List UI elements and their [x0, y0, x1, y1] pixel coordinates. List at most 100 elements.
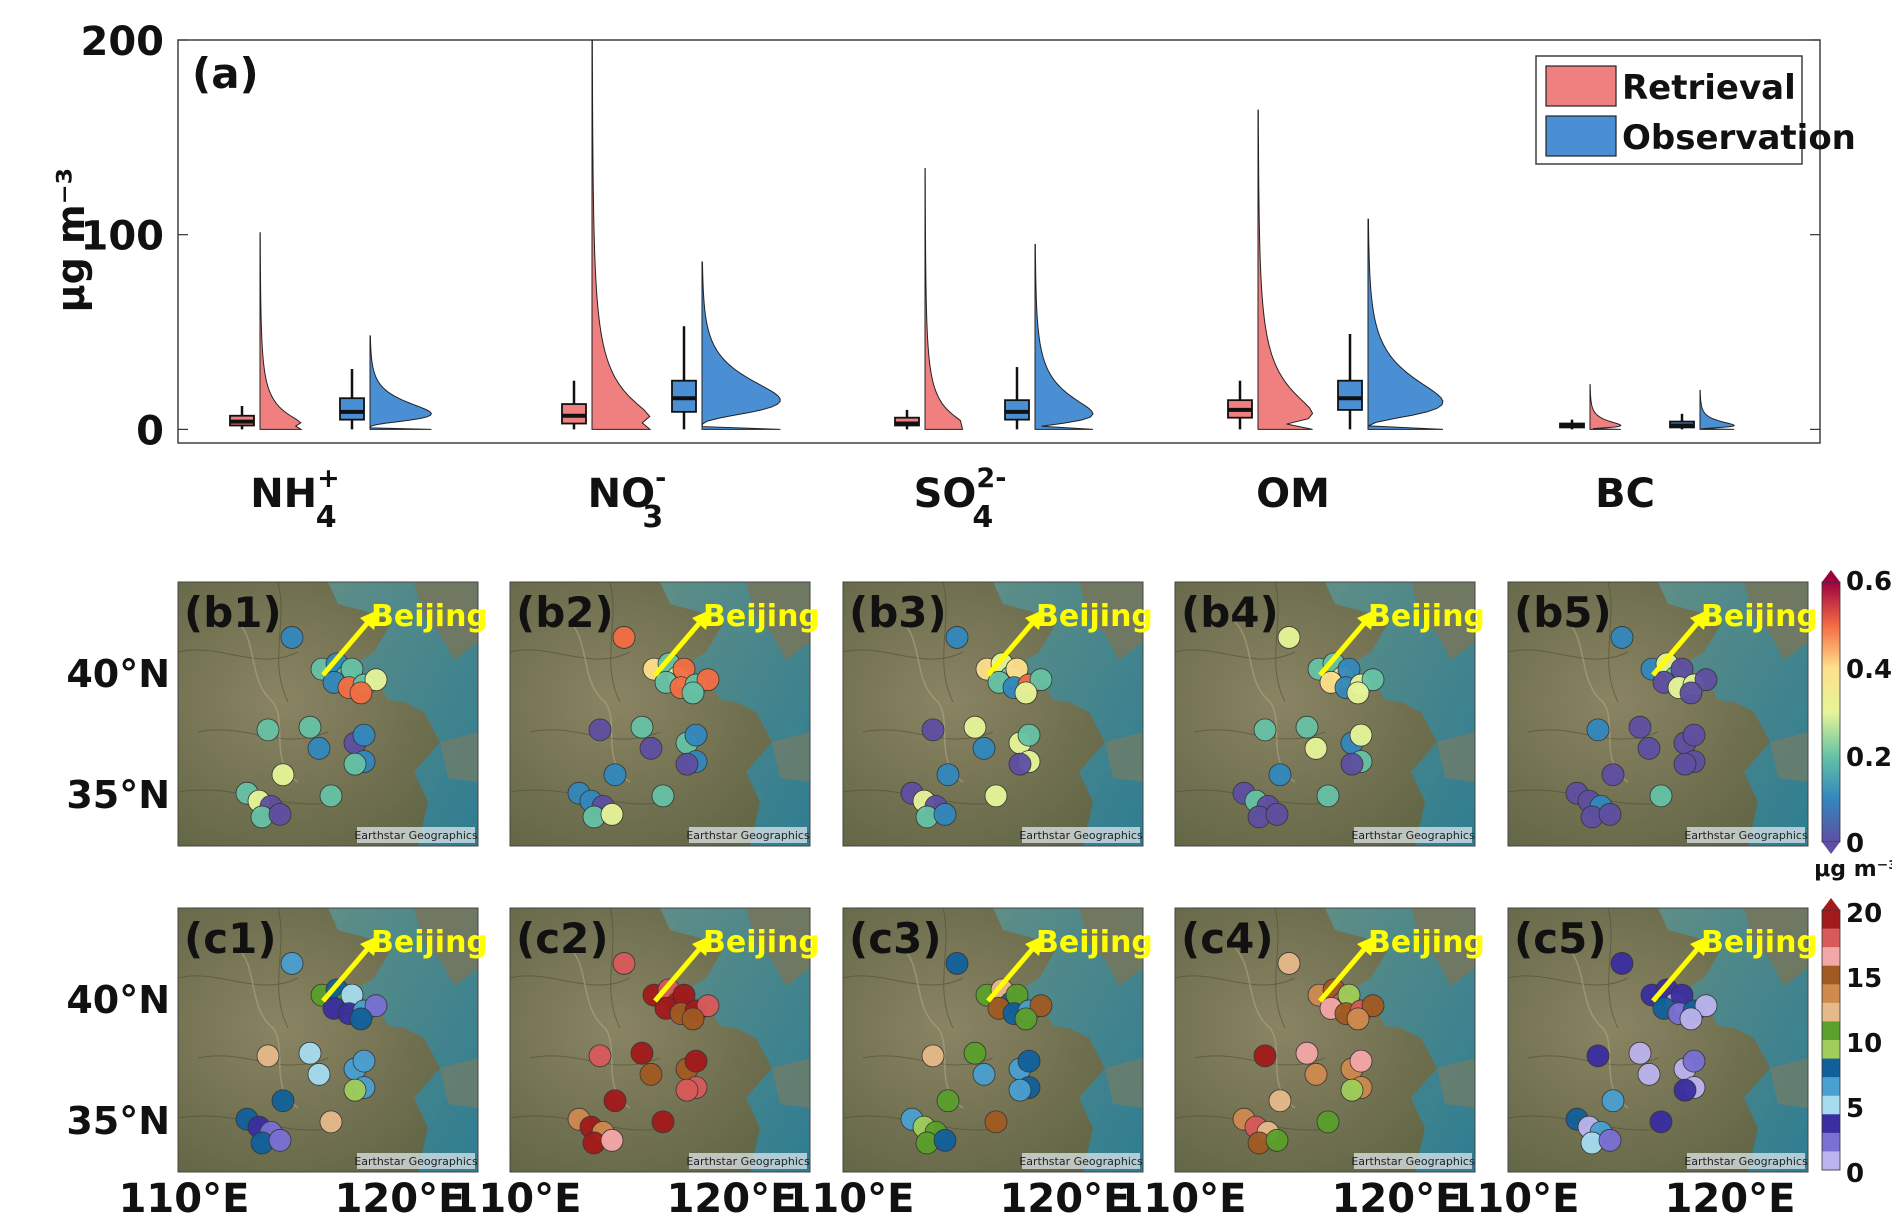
station-marker — [1268, 1089, 1292, 1113]
colorbar-c-segment — [1822, 1058, 1840, 1078]
category-label: BC — [1595, 471, 1655, 517]
station-marker — [1268, 763, 1292, 787]
station-marker — [921, 1044, 945, 1068]
credit-box — [1354, 827, 1472, 843]
map-frame — [1174, 581, 1476, 847]
station-marker — [681, 1007, 705, 1031]
violin-observation — [369, 335, 432, 430]
station-marker — [675, 1078, 699, 1102]
beijing-arrow — [1318, 618, 1369, 677]
credit-label: Earthstar Geographics — [1684, 829, 1808, 842]
credit-label: Earthstar Geographics — [1019, 1155, 1143, 1168]
station-marker — [588, 718, 612, 742]
station-marker — [1694, 668, 1718, 692]
station-marker — [684, 1049, 708, 1073]
station-marker — [1637, 736, 1661, 760]
beijing-arrow — [653, 944, 704, 1003]
panel-label: (c4) — [1181, 914, 1274, 963]
y-tick-label: 0 — [136, 408, 164, 454]
station-marker — [1349, 723, 1373, 747]
station-marker — [972, 1062, 996, 1086]
beijing-arrow — [986, 944, 1037, 1003]
violin-retrieval — [924, 167, 964, 430]
station-marker — [1029, 994, 1053, 1018]
station-marker — [1340, 1078, 1364, 1102]
arrow-head-icon — [692, 936, 710, 956]
colorbar-c-segment — [1822, 1077, 1840, 1097]
station-marker — [936, 1089, 960, 1113]
station-marker — [612, 626, 636, 649]
colorbar-c-segment — [1822, 1132, 1840, 1152]
station-marker — [612, 952, 636, 975]
station-marker — [1601, 1089, 1625, 1113]
legend-swatch — [1545, 65, 1617, 107]
station-marker — [1637, 1062, 1661, 1086]
station-marker — [268, 802, 292, 826]
station-marker — [588, 1044, 612, 1068]
panel-label: (b5) — [1514, 588, 1612, 637]
city-label: Beijing — [1701, 925, 1818, 960]
map-frame — [1507, 581, 1809, 847]
map-panel: Beijing (c1) Earthstar Geographics — [177, 907, 488, 1173]
lon-label: 120°E — [335, 1176, 466, 1222]
station-marker — [936, 763, 960, 787]
station-marker — [1017, 1049, 1041, 1073]
station-marker — [1277, 952, 1301, 975]
credit-box — [357, 827, 475, 843]
map-panel: Beijing (b1) Earthstar Geographics — [177, 581, 488, 847]
map-panel: Beijing (b2) Earthstar Geographics — [509, 581, 820, 847]
station-marker — [1679, 681, 1703, 705]
lon-label: 120°E — [667, 1176, 798, 1222]
panel-label: (c3) — [849, 914, 942, 963]
credit-box — [1022, 1153, 1140, 1169]
map-panel: Beijing (c2) Earthstar Geographics — [509, 907, 820, 1173]
city-label: Beijing — [371, 925, 488, 960]
station-marker — [298, 1041, 322, 1065]
map-frame — [842, 907, 1144, 1173]
panel-label: (b3) — [849, 588, 947, 637]
station-marker — [1610, 626, 1634, 649]
station-marker — [364, 668, 388, 692]
credit-box — [357, 1153, 475, 1169]
colorbar-c-tick: 5 — [1846, 1094, 1864, 1124]
colorbar-c-unit: μg m⁻³ — [1814, 857, 1892, 882]
map-panel: Beijing (b3) Earthstar Geographics — [842, 581, 1153, 847]
station-marker — [1349, 1049, 1373, 1073]
station-marker — [639, 736, 663, 760]
city-label: Beijing — [1036, 599, 1153, 634]
colorbar-c-segment — [1822, 1021, 1840, 1041]
station-marker — [921, 718, 945, 742]
station-marker — [1598, 802, 1622, 826]
colorbar-c-tick: 20 — [1846, 899, 1882, 929]
colorbar-b-tick: 0.2 — [1846, 743, 1892, 773]
colorbar-c-tick: 10 — [1846, 1029, 1882, 1059]
lon-label: 120°E — [1332, 1176, 1463, 1222]
station-marker — [933, 802, 957, 826]
colorbar-c-tick: 15 — [1846, 964, 1882, 994]
station-marker — [343, 1078, 367, 1102]
station-marker — [945, 952, 969, 975]
violin-retrieval — [1589, 384, 1622, 430]
arrow-head-icon — [1025, 936, 1043, 956]
station-marker — [1649, 1110, 1673, 1134]
category-label: NH+ 4 — [250, 463, 340, 535]
credit-label: Earthstar Geographics — [686, 1155, 810, 1168]
panel-label: (a) — [192, 49, 259, 98]
legend-swatch — [1545, 115, 1617, 157]
map-frame — [509, 581, 811, 847]
map-frame — [842, 581, 1144, 847]
station-marker — [1304, 736, 1328, 760]
credit-box — [1687, 1153, 1805, 1169]
station-marker — [1628, 715, 1652, 739]
panel-label: (c1) — [184, 914, 277, 963]
station-marker — [1610, 952, 1634, 975]
station-marker — [1316, 1110, 1340, 1134]
arrow-head-icon — [692, 610, 710, 630]
colorbar-c-segment — [1822, 984, 1840, 1004]
station-marker — [933, 1128, 957, 1152]
station-marker — [1586, 1044, 1610, 1068]
station-marker — [630, 1041, 654, 1065]
violin-observation — [1367, 218, 1444, 430]
colorbar-c-segment — [1822, 928, 1840, 948]
